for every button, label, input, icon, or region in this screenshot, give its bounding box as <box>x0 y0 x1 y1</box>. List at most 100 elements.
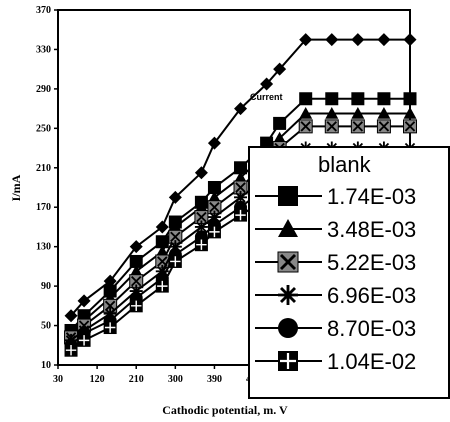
series-line <box>70 38 410 317</box>
data-point <box>168 220 182 233</box>
y-tick-label: 10 <box>41 360 51 371</box>
data-point <box>234 161 248 175</box>
x-tick-label: 30 <box>53 374 63 385</box>
data-point <box>298 119 313 134</box>
data-point <box>168 240 182 254</box>
data-point <box>260 77 274 91</box>
legend-marker <box>278 351 298 371</box>
x-tick-label: 300 <box>168 374 183 385</box>
legend-entry: 5.22E-03 <box>255 250 416 275</box>
data-point <box>129 284 143 298</box>
data-point <box>207 200 222 215</box>
legend-title: blank <box>318 152 372 177</box>
data-point <box>103 307 117 321</box>
legend-marker <box>278 219 298 237</box>
data-point <box>64 343 78 357</box>
legend-label: 6.96E-03 <box>327 283 416 308</box>
data-point <box>194 200 208 213</box>
legend-entry: 3.48E-03 <box>255 217 416 242</box>
legend-marker <box>278 318 298 338</box>
x-axis-title: Cathodic potential, m. V <box>162 403 288 417</box>
data-point <box>194 220 208 234</box>
legend-marker <box>278 186 298 206</box>
legend-label: 1.74E-03 <box>327 184 416 209</box>
data-point <box>403 119 417 134</box>
y-tick-label: 290 <box>36 84 51 95</box>
data-point <box>77 294 91 308</box>
annotation-label: Current <box>250 92 283 102</box>
series-2 <box>64 92 417 337</box>
legend-label: 5.22E-03 <box>327 250 416 275</box>
data-point <box>129 254 143 268</box>
series-1 <box>64 33 417 323</box>
y-axis-title: I/mA <box>9 174 23 201</box>
data-point <box>207 225 221 239</box>
y-tick-label: 330 <box>36 44 51 55</box>
data-point <box>351 92 365 106</box>
data-point <box>299 33 313 47</box>
data-point <box>273 62 287 76</box>
data-point <box>273 131 287 144</box>
data-point <box>155 279 169 293</box>
data-point <box>377 92 391 106</box>
series-line <box>70 125 410 339</box>
data-point <box>403 107 417 119</box>
data-point <box>155 220 169 234</box>
legend-entry: 8.70E-03 <box>255 316 416 341</box>
legend: blank 1.74E-03 3.48E-03 5.22E-03 6.96E-03 8.7… <box>255 152 416 374</box>
y-tick-label: 130 <box>36 242 51 253</box>
data-point <box>273 116 287 130</box>
data-point <box>155 264 169 278</box>
series-line <box>70 112 410 335</box>
legend-label: 8.70E-03 <box>327 316 416 341</box>
y-tick-label: 90 <box>41 281 51 292</box>
data-point <box>207 136 221 150</box>
data-point <box>234 208 248 222</box>
legend-marker <box>277 251 299 273</box>
data-point <box>234 102 248 116</box>
series-line <box>70 97 410 332</box>
x-tick-label: 390 <box>207 374 222 385</box>
y-tick-label: 170 <box>36 202 51 213</box>
data-point <box>168 190 182 204</box>
data-point <box>299 92 313 106</box>
legend-label: 3.48E-03 <box>327 217 416 242</box>
data-point <box>325 107 339 119</box>
data-point <box>234 171 248 183</box>
data-point <box>194 238 208 252</box>
data-point <box>351 107 365 119</box>
legend-entry: 6.96E-03 <box>255 283 416 308</box>
x-tick-label: 120 <box>90 374 105 385</box>
y-tick-label: 50 <box>41 321 51 332</box>
legend-label: 1.04E-02 <box>327 349 416 374</box>
data-point <box>103 298 118 313</box>
data-point <box>103 321 117 335</box>
data-point <box>64 309 78 323</box>
data-point <box>207 181 221 194</box>
data-point <box>207 210 221 224</box>
data-point <box>77 333 91 347</box>
legend-entry: 1.74E-03 <box>255 184 416 209</box>
data-point <box>377 107 391 119</box>
data-point <box>377 33 391 47</box>
y-tick-label: 250 <box>36 123 51 134</box>
y-axis-ticks: 10 50 90 130 170 210 250 290 330 370 <box>36 5 58 371</box>
data-point <box>129 240 143 254</box>
data-point <box>324 119 339 134</box>
data-point <box>129 299 143 313</box>
data-point <box>403 92 417 106</box>
legend-entry: 1.04E-02 <box>255 349 416 374</box>
data-point <box>325 92 339 106</box>
data-point <box>129 264 143 277</box>
data-point <box>299 107 313 119</box>
data-point <box>194 166 208 180</box>
data-point <box>234 190 248 204</box>
data-point <box>403 33 417 47</box>
data-point <box>376 119 391 134</box>
legend-marker <box>278 285 298 305</box>
x-tick-label: 210 <box>129 374 144 385</box>
data-point <box>350 119 365 134</box>
data-point <box>168 254 182 268</box>
data-point <box>207 190 221 203</box>
